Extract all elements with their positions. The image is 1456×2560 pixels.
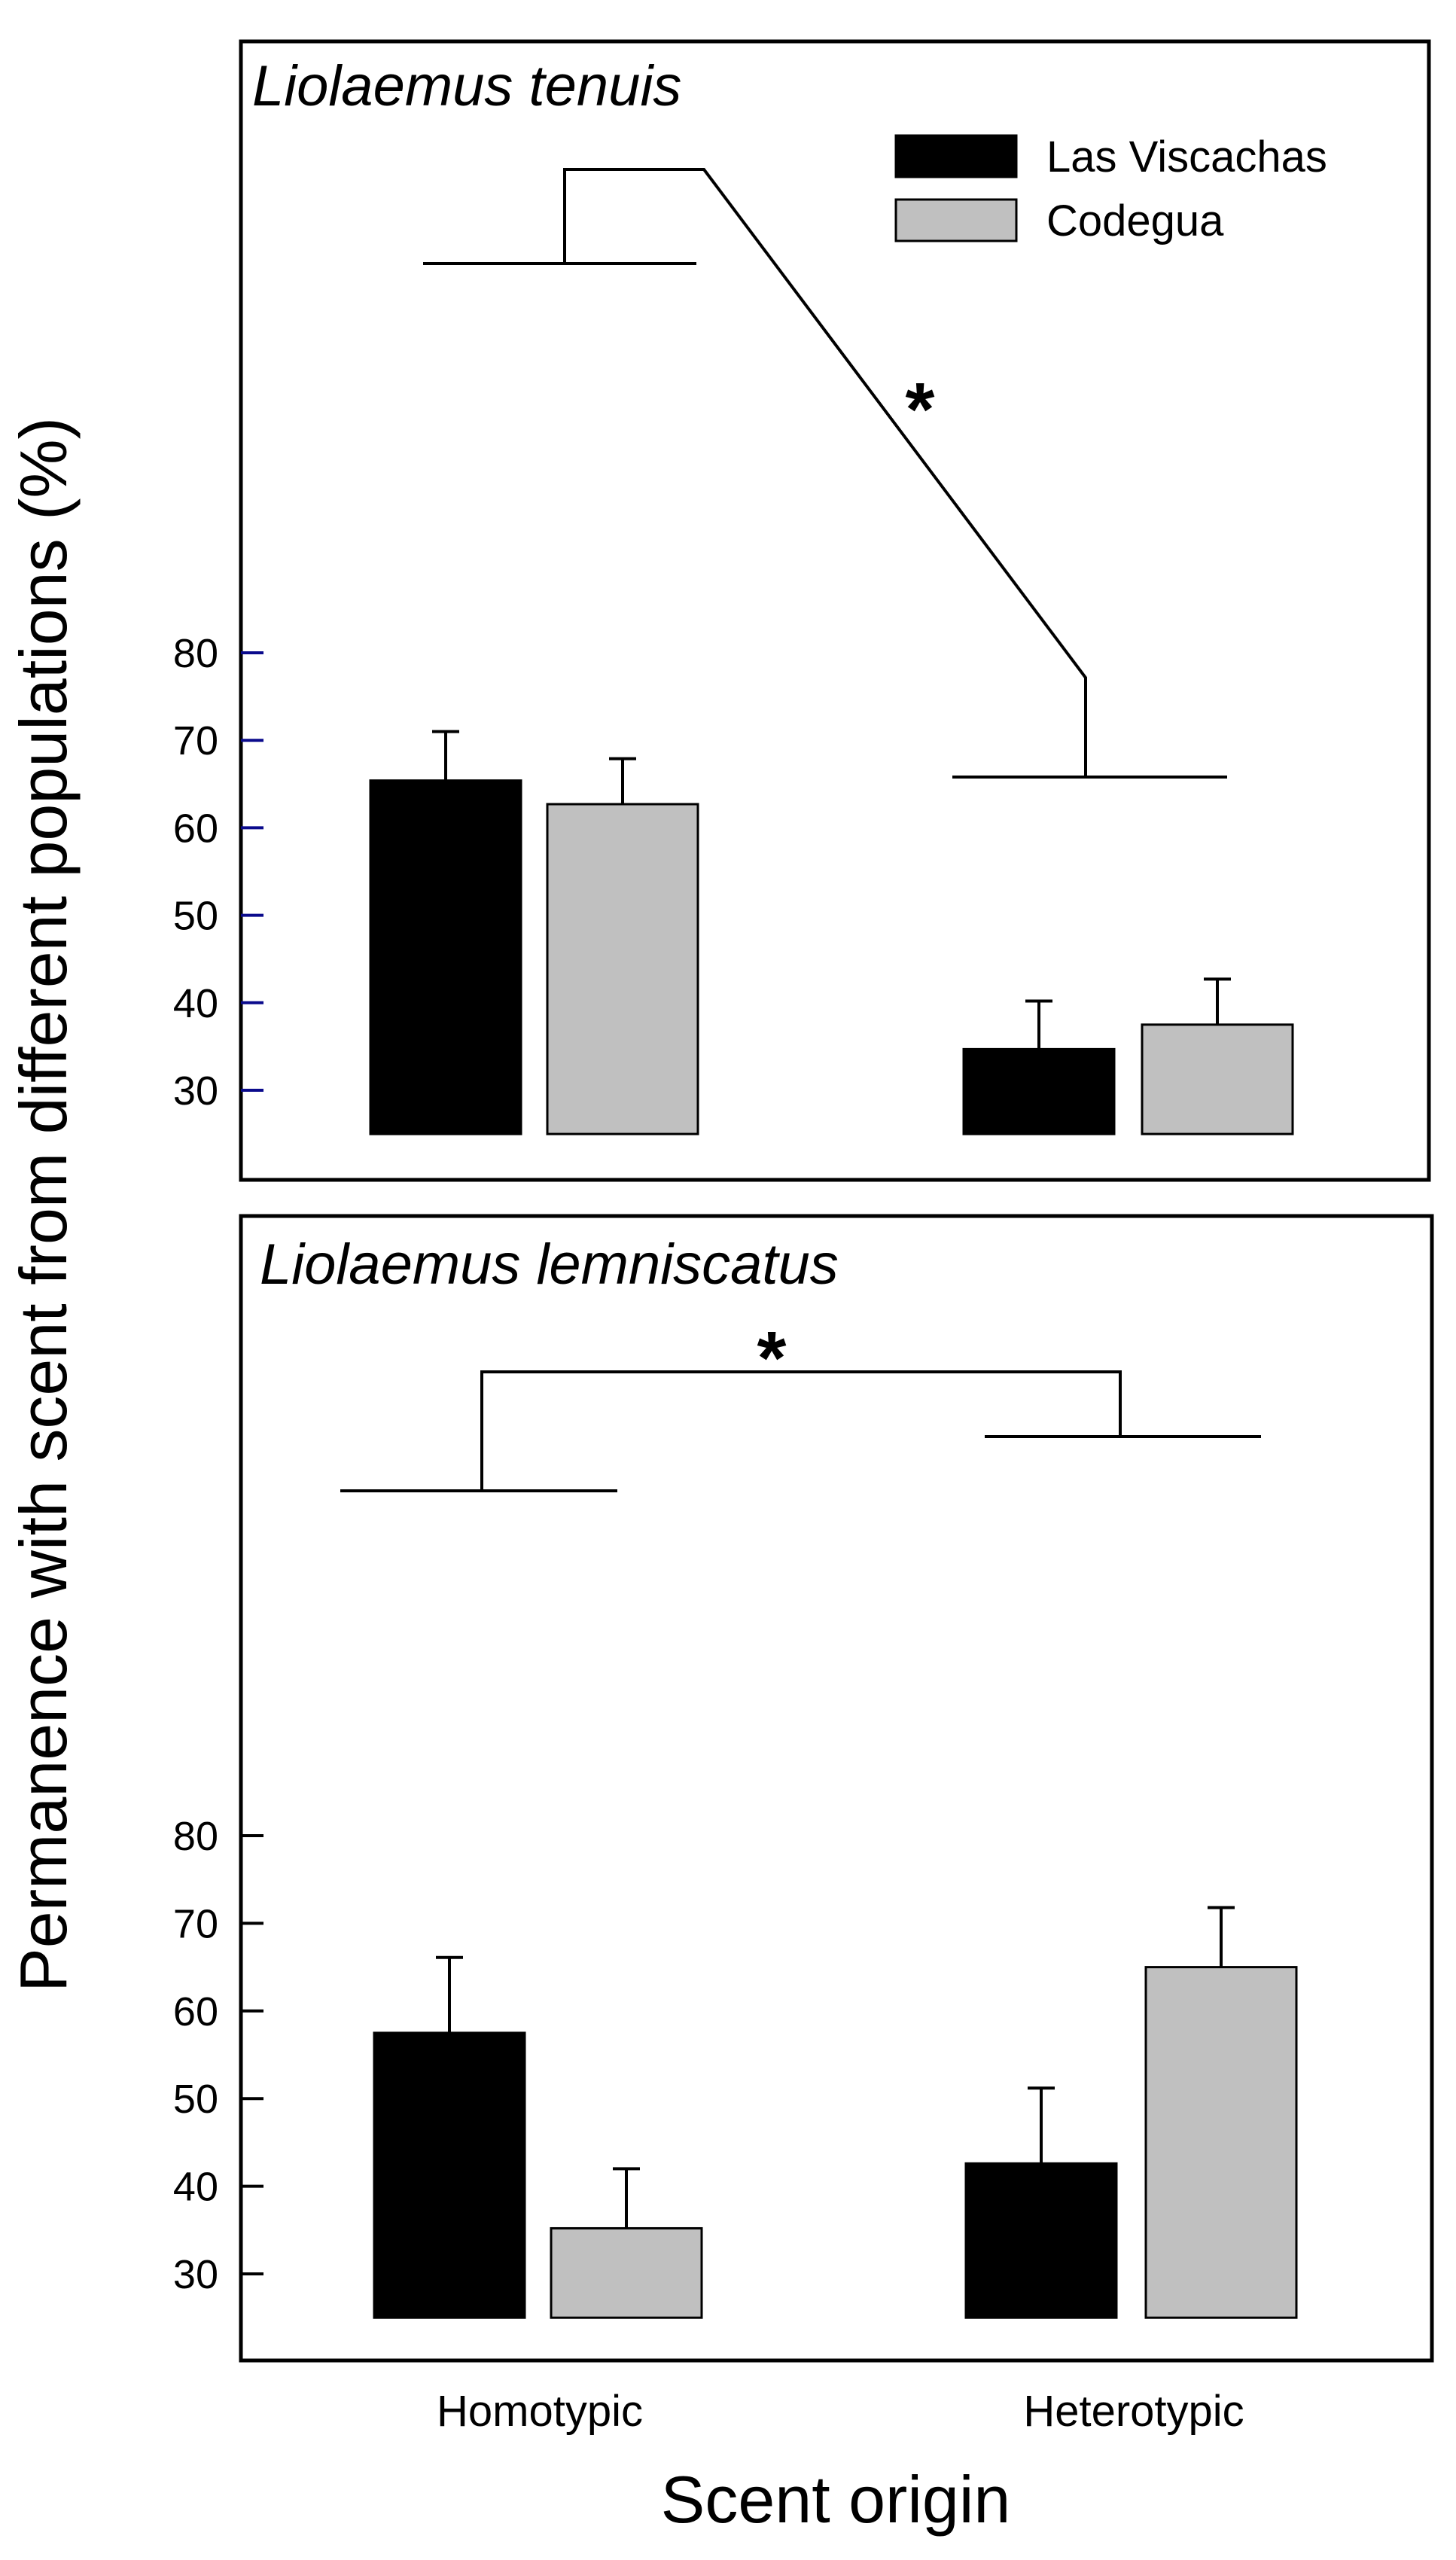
bar-las-viscachas-homotypic <box>373 2031 526 2319</box>
x-axis-title: Scent origin <box>661 2462 1011 2537</box>
panel-liolaemus-tenuis: Liolaemus tenuis 30 40 50 60 70 80 * Las Visc… <box>173 39 1431 1182</box>
y-tick-label-80: 80 <box>173 1814 218 1859</box>
y-tick-label-30: 30 <box>173 2252 218 2297</box>
y-tick-label-60: 60 <box>173 1989 218 2034</box>
bars <box>373 1966 1298 2319</box>
comparison-connector <box>563 168 1087 777</box>
x-tick-label-heterotypic: Heterotypic <box>1023 2387 1244 2436</box>
error-bar-las-viscachas-homotypic <box>432 730 459 781</box>
legend-swatch-codegua <box>894 198 1018 242</box>
plot-frame <box>239 39 1431 1182</box>
bar-codegua-homotypic <box>546 803 699 1135</box>
error-bar-codegua-homotypic <box>609 757 636 805</box>
bar-codegua-heterotypic <box>1144 1966 1298 2319</box>
significance-bracket: * <box>423 168 1227 779</box>
bar-codegua-homotypic <box>550 2226 703 2319</box>
y-axis-title: Permanence with scent from different pop… <box>6 417 81 1992</box>
y-tick-label-70: 70 <box>173 718 218 763</box>
panel-liolaemus-lemniscatus: Liolaemus lemniscatus 30 40 50 60 70 80 * <box>173 1214 1434 2363</box>
error-bar-las-viscachas-heterotypic <box>1025 999 1052 1050</box>
plot-frame <box>239 1214 1434 2363</box>
y-tick-label-40: 40 <box>173 2165 218 2210</box>
y-tick-label-50: 50 <box>173 894 218 939</box>
bar-las-viscachas-heterotypic <box>962 1047 1116 1135</box>
y-tick-label-40: 40 <box>173 981 218 1026</box>
y-tick-label-80: 80 <box>173 631 218 676</box>
legend-label-las-viscachas: Las Viscachas <box>1046 133 1327 181</box>
legend-label-codegua: Codegua <box>1046 197 1224 245</box>
legend: Las Viscachas Codegua <box>894 133 1327 245</box>
bar-las-viscachas-homotypic <box>369 779 522 1135</box>
error-bar-codegua-heterotypic <box>1208 1906 1235 1967</box>
y-tick-label-70: 70 <box>173 1901 218 1946</box>
comparison-connector <box>480 1370 1122 1491</box>
panel-title: Liolaemus lemniscatus <box>260 1233 839 1297</box>
significance-asterisk: * <box>757 1316 787 1400</box>
y-tick-label-50: 50 <box>173 2077 218 2122</box>
bar-las-viscachas-heterotypic <box>964 2162 1118 2319</box>
error-bar-codegua-homotypic <box>613 2167 640 2229</box>
y-axis-ticks: 30 40 50 60 70 80 <box>173 631 263 1114</box>
bars <box>369 779 1294 1135</box>
error-bars <box>436 1906 1235 2229</box>
y-axis-ticks: 30 40 50 60 70 80 <box>173 1814 263 2297</box>
bar-codegua-heterotypic <box>1141 1023 1294 1135</box>
x-tick-label-homotypic: Homotypic <box>437 2387 643 2436</box>
error-bar-las-viscachas-heterotypic <box>1028 2086 1055 2164</box>
y-tick-label-30: 30 <box>173 1068 218 1114</box>
legend-swatch-las-viscachas <box>894 134 1018 178</box>
y-tick-label-60: 60 <box>173 806 218 851</box>
error-bar-las-viscachas-homotypic <box>436 1955 463 2033</box>
significance-asterisk: * <box>906 367 935 452</box>
error-bar-codegua-heterotypic <box>1204 977 1231 1025</box>
panel-title: Liolaemus tenuis <box>252 54 681 118</box>
error-bars <box>432 730 1231 1050</box>
significance-bracket: * <box>340 1316 1261 1492</box>
